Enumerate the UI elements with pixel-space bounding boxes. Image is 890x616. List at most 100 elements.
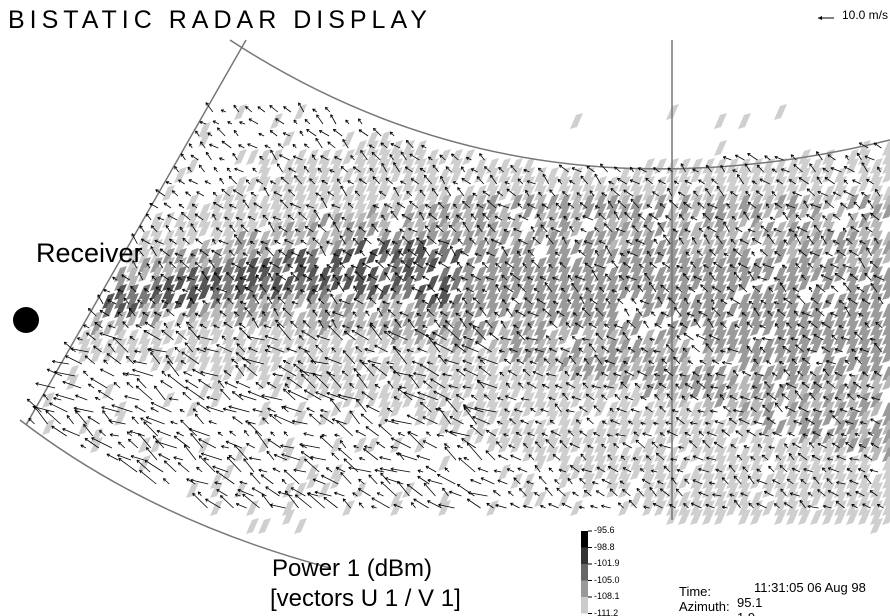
power-cell — [726, 419, 739, 435]
power-cell — [354, 356, 367, 372]
power-cell — [174, 167, 187, 183]
power-cell — [510, 473, 523, 489]
power-cell — [726, 500, 739, 516]
power-cell — [750, 266, 763, 282]
power-cell — [282, 338, 295, 354]
wind-vector — [195, 414, 203, 424]
power-cell — [150, 356, 163, 372]
wind-vector — [361, 414, 373, 424]
power-cell — [834, 509, 847, 525]
power-cell — [318, 194, 331, 210]
power-cell — [426, 275, 439, 291]
power-cell — [342, 131, 355, 147]
wind-vector — [366, 427, 379, 436]
wind-vector — [67, 415, 73, 424]
power-cell — [498, 347, 511, 363]
power-cell — [642, 419, 655, 435]
power-cell — [366, 221, 379, 237]
power-cell — [834, 338, 847, 354]
wind-vector — [692, 345, 700, 352]
power-cell — [690, 509, 703, 525]
power-cell — [570, 113, 583, 129]
wind-vector — [396, 453, 417, 460]
power-cell — [546, 446, 559, 462]
power-cell — [714, 509, 727, 525]
power-cell — [438, 455, 451, 471]
power-cell — [594, 401, 607, 417]
power-cell — [582, 401, 595, 417]
wind-vector — [217, 128, 225, 136]
power-cell — [378, 248, 391, 264]
wind-vector — [587, 418, 594, 424]
wind-vector — [338, 282, 344, 292]
power-cell — [690, 167, 703, 183]
power-cell — [798, 509, 811, 525]
range-arc — [20, 420, 330, 568]
power-cell — [450, 275, 463, 291]
power-cell — [222, 464, 235, 480]
power-cell — [102, 320, 115, 336]
power-cell — [630, 320, 643, 336]
power-cell — [738, 509, 751, 525]
power-cell — [654, 221, 667, 237]
wind-vector — [328, 142, 336, 148]
wind-vector — [226, 441, 242, 448]
power-cell — [426, 311, 439, 327]
power-cell — [438, 500, 451, 516]
wind-vector — [168, 375, 185, 388]
power-cell — [366, 437, 379, 453]
power-cell — [762, 347, 775, 363]
wind-vector — [274, 415, 295, 424]
power-cell — [498, 185, 511, 201]
wind-vector — [145, 460, 163, 472]
power-cell — [378, 365, 391, 381]
power-cell — [258, 374, 271, 390]
power-cell — [258, 212, 271, 228]
power-cell — [78, 347, 91, 363]
power-cell — [774, 365, 787, 381]
power-cell — [234, 149, 247, 165]
wind-vector — [159, 454, 170, 460]
wind-vector — [507, 309, 513, 316]
wind-vector — [316, 138, 322, 148]
power-cell — [618, 500, 631, 516]
wind-vector — [317, 115, 323, 124]
power-cell — [582, 482, 595, 498]
wind-vector — [128, 439, 137, 448]
wind-vector — [854, 202, 860, 208]
power-cell — [810, 266, 823, 282]
power-cell — [858, 509, 871, 525]
power-cell — [822, 167, 835, 183]
wind-vector — [132, 417, 138, 424]
wind-vector — [333, 129, 342, 136]
wind-vector — [268, 439, 281, 448]
power-cell — [690, 311, 703, 327]
wind-vector — [229, 176, 237, 184]
power-cell — [378, 410, 391, 426]
power-cell — [678, 455, 691, 471]
power-cell — [126, 347, 139, 363]
wind-vector — [174, 436, 190, 448]
power-cell — [846, 158, 859, 174]
power-cell — [510, 437, 523, 453]
power-cell — [630, 284, 643, 300]
power-cell — [330, 401, 343, 417]
power-cell — [762, 500, 775, 516]
wind-vector — [157, 431, 171, 436]
power-cell — [774, 419, 787, 435]
wind-vector — [181, 420, 197, 436]
power-cell — [870, 401, 883, 417]
power-cell — [342, 392, 355, 408]
power-cell — [450, 230, 463, 246]
power-cell — [438, 149, 451, 165]
power-cell — [738, 113, 751, 129]
power-cell — [198, 221, 211, 237]
power-cell — [198, 284, 211, 300]
wind-vector — [391, 420, 411, 424]
wind-vector — [118, 442, 124, 448]
wind-vector — [236, 382, 250, 388]
power-cell — [678, 473, 691, 489]
power-cell — [342, 500, 355, 516]
power-cell — [714, 347, 727, 363]
wind-vector — [267, 451, 274, 460]
